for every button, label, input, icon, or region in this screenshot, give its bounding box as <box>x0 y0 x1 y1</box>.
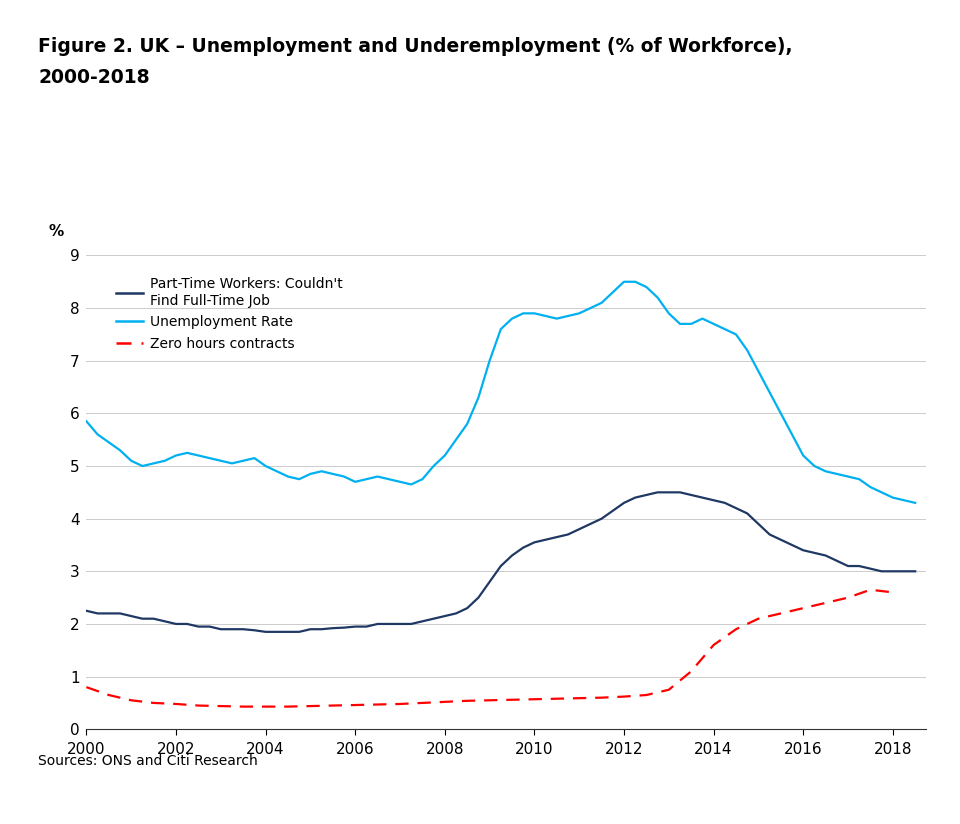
Text: 2000-2018: 2000-2018 <box>38 68 150 87</box>
Text: Sources: ONS and Citi Research: Sources: ONS and Citi Research <box>38 754 258 768</box>
Legend: Part-Time Workers: Couldn't
Find Full-Time Job, Unemployment Rate, Zero hours co: Part-Time Workers: Couldn't Find Full-Ti… <box>110 272 348 357</box>
Text: Figure 2. UK – Unemployment and Underemployment (% of Workforce),: Figure 2. UK – Unemployment and Underemp… <box>38 37 793 56</box>
Text: %: % <box>49 224 64 239</box>
